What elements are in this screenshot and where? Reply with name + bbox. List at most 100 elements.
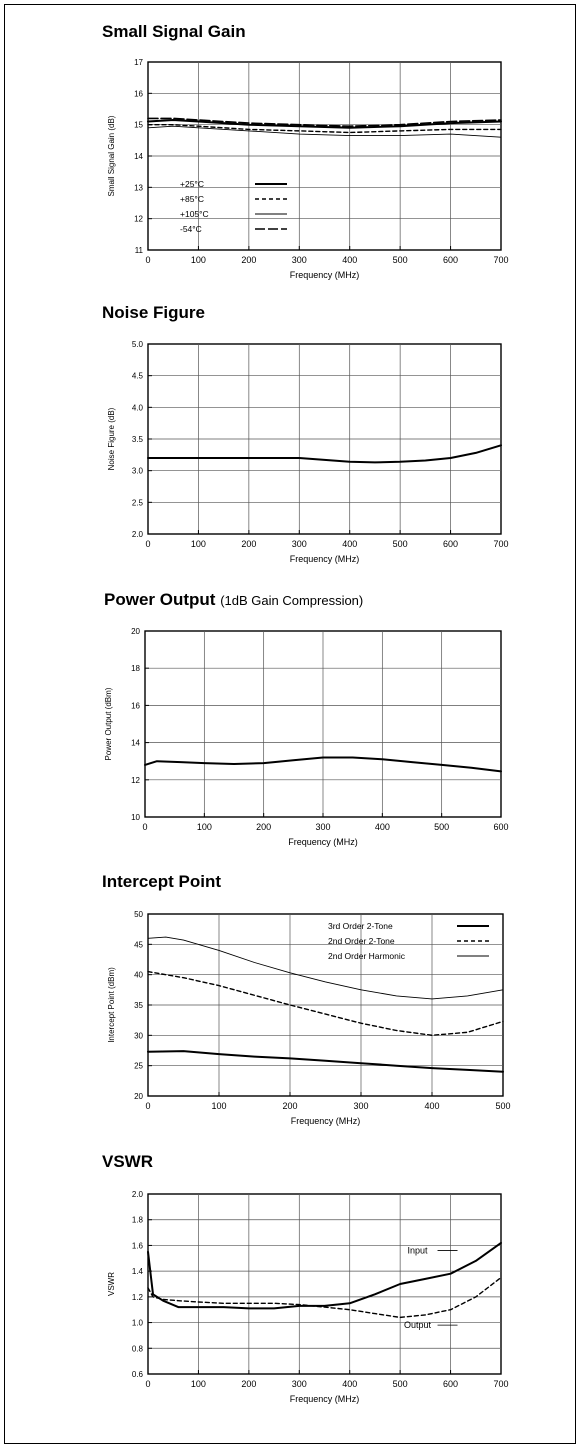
vswr-x-tick-label: 500 (393, 1379, 408, 1389)
ip-y-tick-label: 35 (134, 1001, 143, 1010)
power-output-chart: 0 100 200 300 400 500 600 10 12 14 16 18 20 Frequency… (104, 627, 509, 847)
nf-x-tick-label: 0 (145, 539, 150, 549)
vswr-x-tick-label: 0 (145, 1379, 150, 1389)
nf-y-axis-label: Noise Figure (dB) (107, 407, 116, 470)
vswr-series-line-0 (147, 1241, 502, 1310)
ip-x-axis-label: Frequency (MHz) (291, 1116, 361, 1126)
gain-x-tick-label: 400 (342, 255, 357, 265)
vswr-series-line-1 (147, 1276, 502, 1319)
nf-x-tick-label: 300 (292, 539, 307, 549)
gain-series-line-2 (147, 125, 502, 138)
nf-y-tick-label: 2.0 (132, 530, 144, 539)
nf-x-tick-label: 600 (443, 539, 458, 549)
ip-y-tick-label: 20 (134, 1092, 143, 1101)
vswr-x-tick-label: 600 (443, 1379, 458, 1389)
pout-y-tick-label: 14 (131, 739, 140, 748)
ip-series-line-0 (147, 1050, 504, 1073)
gain-x-tick-label: 500 (393, 255, 408, 265)
gain-chart-title: Small Signal Gain (102, 22, 246, 41)
nf-y-tick-label: 3.5 (132, 435, 144, 444)
vswr-x-tick-label: 300 (292, 1379, 307, 1389)
ip-y-axis-label: Intercept Point (dBm) (107, 967, 116, 1043)
gain-series-line-1 (147, 123, 502, 134)
nf-x-tick-label: 400 (342, 539, 357, 549)
gain-legend-label: -54°C (180, 224, 202, 234)
ip-series-line-1 (147, 970, 504, 1037)
pout-x-tick-label: 400 (375, 822, 390, 832)
pout-x-tick-label: 500 (434, 822, 449, 832)
pout-x-axis-label: Frequency (MHz) (288, 837, 358, 847)
vswr-chart: 0 100 200 300 400 500 600 700 0.6 0.8 1.0 1.2 1.4 1.6… (107, 1190, 509, 1404)
pout-y-tick-label: 12 (131, 776, 140, 785)
ip-x-tick-label: 400 (424, 1101, 439, 1111)
nf-x-tick-label: 700 (493, 539, 508, 549)
gain-series-line-0 (147, 119, 502, 129)
ip-x-tick-label: 300 (353, 1101, 368, 1111)
nf-x-axis-label: Frequency (MHz) (290, 554, 360, 564)
document-frame (4, 4, 576, 1444)
vswr-y-tick-label: 2.0 (132, 1190, 144, 1199)
pout-x-tick-label: 100 (197, 822, 212, 832)
gain-y-tick-label: 13 (134, 183, 143, 192)
nf-x-tick-label: 100 (191, 539, 206, 549)
vswr-x-tick-label: 400 (342, 1379, 357, 1389)
nf-y-tick-label: 5.0 (132, 340, 144, 349)
pout-y-tick-label: 20 (131, 627, 140, 636)
ip-legend-label: 2nd Order Harmonic (328, 951, 406, 961)
vswr-y-tick-label: 0.6 (132, 1370, 144, 1379)
ip-x-tick-label: 0 (145, 1101, 150, 1111)
pout-y-tick-label: 18 (131, 664, 140, 673)
gain-chart: 0 100 200 300 400 500 600 700 11 12 13 14 15 16 17 Freq… (107, 58, 509, 280)
ip-y-tick-label: 45 (134, 940, 143, 949)
ip-y-tick-label: 50 (134, 910, 143, 919)
vswr-y-tick-label: 1.6 (132, 1241, 144, 1250)
pout-y-tick-label: 10 (131, 813, 140, 822)
ip-x-tick-label: 100 (211, 1101, 226, 1111)
gain-x-tick-label: 0 (145, 255, 150, 265)
intercept-point-chart: 0 100 200 300 400 500 20 25 30 35 40 45 50 Frequency … (107, 910, 511, 1126)
gain-y-tick-label: 14 (134, 152, 143, 161)
vswr-annotation-input: Input (408, 1246, 429, 1256)
gain-y-tick-label: 15 (134, 121, 143, 130)
ip-legend-label: 3rd Order 2-Tone (328, 921, 393, 931)
gain-series-line-3 (147, 117, 502, 127)
vswr-y-tick-label: 1.4 (132, 1267, 144, 1276)
vswr-plot-frame (147, 1193, 502, 1375)
vswr-chart-title: VSWR (102, 1152, 153, 1171)
gain-y-tick-label: 11 (135, 246, 144, 255)
vswr-annotation-output: Output (404, 1320, 432, 1330)
power-output-chart-subtitle: (1dB Gain Compression) (220, 593, 364, 608)
ip-y-tick-label: 40 (134, 971, 143, 980)
ip-x-tick-label: 500 (495, 1101, 510, 1111)
vswr-y-tick-label: 1.8 (132, 1216, 144, 1225)
gain-x-tick-label: 600 (443, 255, 458, 265)
power-output-chart-title: Power Output (1dB Gain Compression) (104, 590, 364, 609)
gain-legend-label: +85°C (180, 194, 204, 204)
nf-x-tick-label: 500 (393, 539, 408, 549)
vswr-x-axis-label: Frequency (MHz) (290, 1394, 360, 1404)
nf-series-line-0 (147, 444, 502, 464)
gain-y-tick-label: 17 (134, 58, 143, 67)
noise-figure-chart-title: Noise Figure (102, 303, 205, 322)
ip-y-tick-label: 30 (134, 1031, 143, 1040)
pout-y-axis-label: Power Output (dBm) (104, 687, 113, 760)
nf-x-tick-label: 200 (241, 539, 256, 549)
intercept-point-chart-title: Intercept Point (102, 872, 222, 891)
pout-x-tick-label: 300 (315, 822, 330, 832)
pout-x-tick-label: 0 (142, 822, 147, 832)
vswr-y-tick-label: 1.0 (132, 1319, 144, 1328)
ip-series-line-2 (147, 936, 504, 1000)
vswr-x-tick-label: 200 (241, 1379, 256, 1389)
nf-y-tick-label: 4.5 (132, 372, 144, 381)
gain-legend-label: +105°C (180, 209, 209, 219)
gain-x-tick-label: 100 (191, 255, 206, 265)
ip-legend-label: 2nd Order 2-Tone (328, 936, 395, 946)
gain-x-tick-label: 700 (493, 255, 508, 265)
pout-x-tick-label: 200 (256, 822, 271, 832)
gain-legend-label: +25°C (180, 179, 204, 189)
pout-x-tick-label: 600 (493, 822, 508, 832)
gain-x-axis-label: Frequency (MHz) (290, 270, 360, 280)
nf-y-tick-label: 3.0 (132, 467, 144, 476)
noise-figure-chart: 0 100 200 300 400 500 600 700 2.0 2.5 3.0 3.5 4.0 4.5… (107, 340, 509, 564)
vswr-x-tick-label: 100 (191, 1379, 206, 1389)
